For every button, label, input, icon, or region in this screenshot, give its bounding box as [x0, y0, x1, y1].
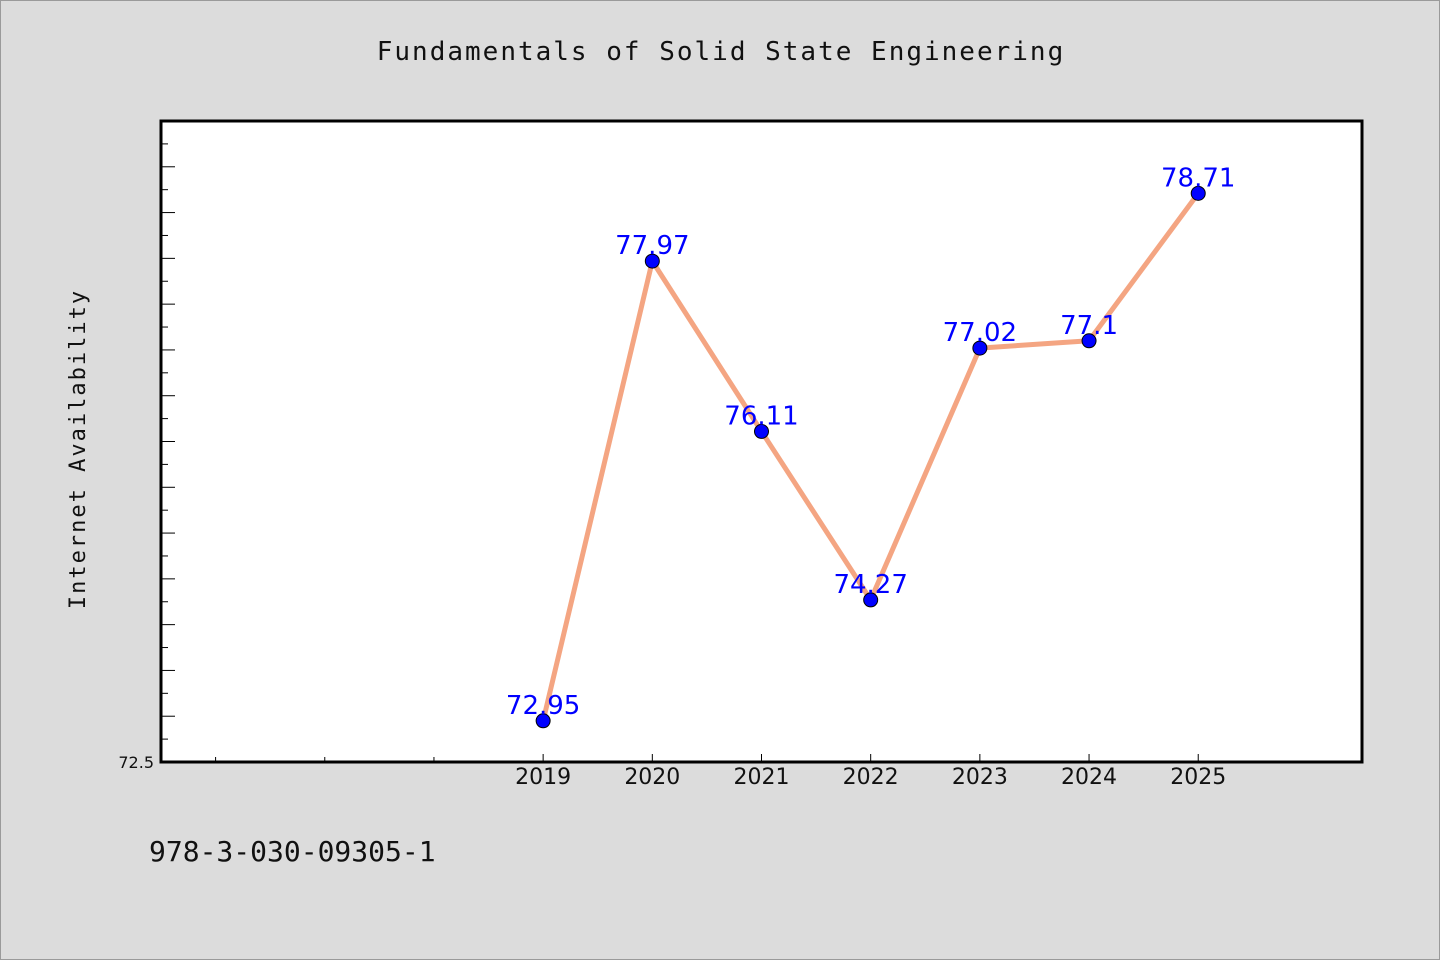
data-label: 77.1	[1060, 311, 1118, 341]
data-label: 78.71	[1161, 163, 1235, 193]
data-label: 74.27	[833, 570, 907, 600]
data-point	[863, 592, 879, 608]
data-point	[972, 340, 988, 356]
x-tick-label: 2024	[1061, 765, 1117, 790]
data-points	[535, 185, 1206, 729]
data-label: 72.95	[506, 691, 580, 721]
x-axis-ticks	[215, 754, 1199, 762]
x-axis-tick-labels: 2019 2020 2021 2022 2023 2024 2025	[515, 765, 1226, 790]
data-point	[1081, 333, 1097, 349]
y-tick-label: 72.5	[118, 753, 154, 772]
isbn-code: 978-3-030-09305-1	[149, 835, 436, 868]
x-tick-label: 2022	[843, 765, 899, 790]
x-tick-label: 2021	[734, 765, 790, 790]
x-tick-label: 2020	[624, 765, 680, 790]
data-point	[535, 713, 551, 729]
data-label: 77.97	[615, 231, 689, 261]
data-point	[754, 423, 769, 439]
data-point	[1190, 185, 1206, 201]
x-tick-label: 2025	[1170, 765, 1226, 790]
plot-area	[159, 119, 1364, 764]
data-label: 76.11	[724, 401, 798, 431]
chart-title: Fundamentals of Solid State Engineering	[376, 37, 1066, 67]
x-tick-label: 2019	[515, 765, 571, 790]
y-axis-ticks	[161, 120, 175, 763]
y-axis-label: Internet Availability	[66, 289, 91, 609]
data-point	[644, 253, 660, 269]
data-label: 77.02	[943, 318, 1017, 348]
data-labels: 72.95 77.97 76.11 74.27 77.02 77.1 78.71	[506, 163, 1236, 720]
x-tick-label: 2023	[952, 765, 1008, 790]
